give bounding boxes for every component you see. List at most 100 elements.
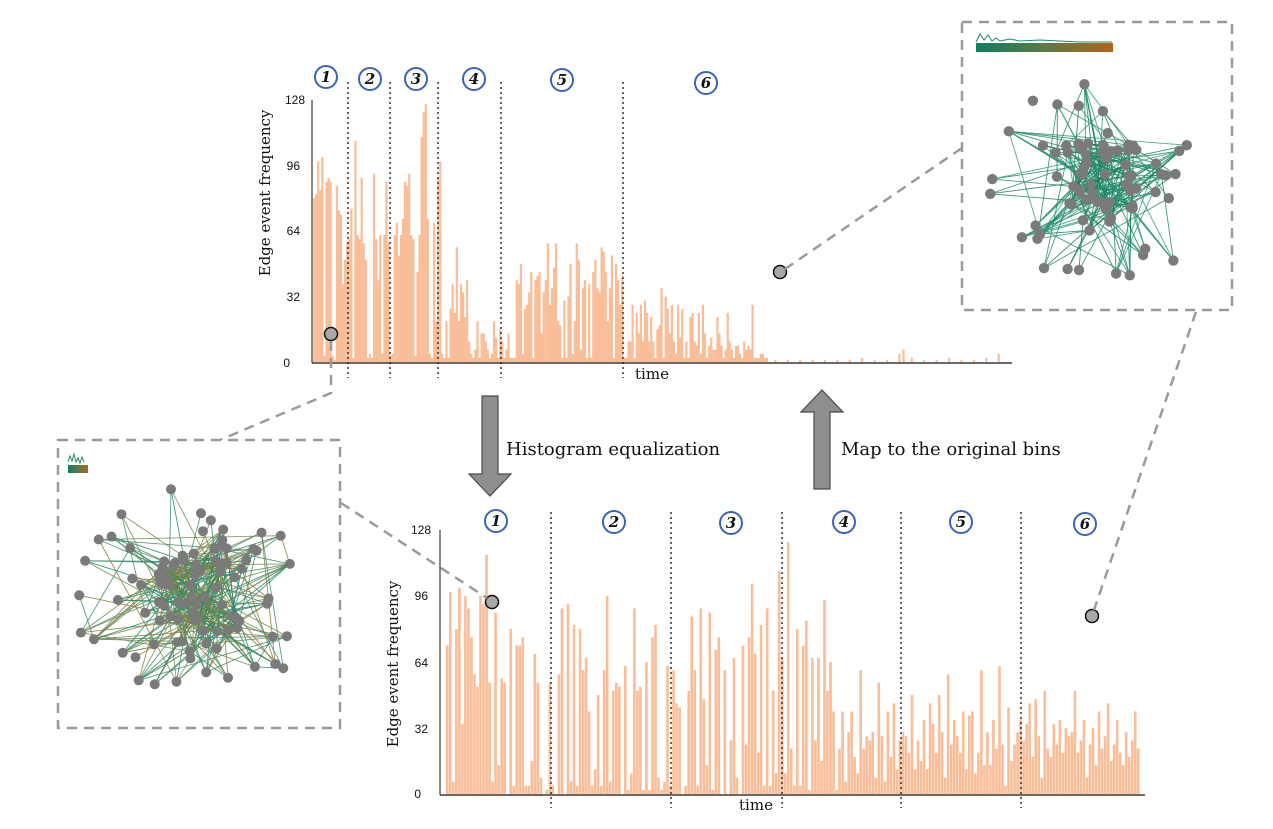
network-right-node bbox=[1034, 228, 1046, 240]
top-histogram-bar bbox=[557, 321, 560, 362]
top-histogram-bar bbox=[327, 177, 330, 362]
top-histogram-bar bbox=[422, 112, 425, 362]
top-histogram-bar bbox=[424, 104, 427, 362]
top-histogram-bar bbox=[625, 357, 628, 362]
bottom-histogram-bar bbox=[560, 608, 564, 795]
bottom-histogram-bar bbox=[964, 769, 968, 794]
top-histogram-bar bbox=[617, 280, 620, 363]
top-histogram-bar bbox=[540, 333, 543, 362]
network-right-node bbox=[1061, 140, 1072, 151]
network-right-edge bbox=[1110, 173, 1162, 219]
top-histogram-bar bbox=[743, 341, 746, 362]
bottom-histogram-bar bbox=[895, 769, 899, 794]
bottom-histogram-bar bbox=[717, 637, 721, 794]
bottom-histogram-bar bbox=[934, 752, 938, 794]
bottom-histogram-bar bbox=[1112, 744, 1116, 794]
bottom-histogram-bar bbox=[539, 777, 543, 794]
top-histogram-bar bbox=[749, 349, 752, 362]
top-histogram-bar bbox=[650, 316, 653, 362]
bottom-histogram-bar bbox=[841, 711, 844, 794]
bottom-histogram-bar bbox=[799, 785, 802, 794]
bottom-histogram-bar bbox=[986, 732, 989, 795]
network-right-edge bbox=[1008, 130, 1187, 146]
bottom-histogram-bar bbox=[1124, 732, 1128, 795]
top-histogram-bar bbox=[600, 247, 603, 363]
top-badge-4-label: 4 bbox=[469, 70, 479, 88]
top-histogram-bar bbox=[379, 235, 382, 362]
top-histogram-bar bbox=[542, 292, 545, 362]
bottom-histogram-bar bbox=[449, 591, 452, 795]
bottom-histogram-bar bbox=[940, 732, 944, 795]
bottom-histogram-bar bbox=[1058, 719, 1062, 794]
network-left-node bbox=[116, 509, 127, 520]
network-left-node bbox=[169, 557, 180, 568]
bottom-histogram-bar bbox=[802, 645, 805, 794]
network-right-edge bbox=[1160, 174, 1174, 261]
top-histogram-bar bbox=[668, 333, 671, 362]
top-histogram-bar bbox=[532, 357, 535, 362]
network-right-edge bbox=[1125, 150, 1180, 166]
connector-panel-to-bottom-right bbox=[1092, 311, 1198, 611]
top-histogram-bar bbox=[478, 357, 481, 362]
bottom-histogram-bar bbox=[992, 719, 995, 794]
top-histogram-bar bbox=[627, 341, 630, 362]
bottom-histogram-bar bbox=[977, 752, 980, 794]
bottom-histogram-bar bbox=[747, 637, 751, 794]
network-right-colorbar bbox=[975, 33, 1113, 52]
network-left-node bbox=[236, 563, 247, 574]
bottom-histogram-bar bbox=[693, 670, 697, 794]
bottom-histogram-bar bbox=[654, 624, 657, 795]
bottom-histogram-bar bbox=[572, 624, 576, 795]
top-histogram-bar bbox=[703, 333, 707, 362]
top-histogram-bar bbox=[412, 239, 415, 362]
top-histogram-bar bbox=[823, 359, 827, 362]
top-histogram-bar bbox=[387, 243, 390, 362]
top-histogram-bar bbox=[660, 288, 663, 362]
bottom-tick-128: 128 bbox=[411, 523, 431, 537]
top-histogram-bar bbox=[947, 357, 951, 362]
bottom-histogram-bar bbox=[666, 666, 669, 795]
network-left-edge bbox=[138, 635, 288, 681]
top-histogram-bar bbox=[517, 284, 520, 362]
bottom-histogram-bar bbox=[530, 761, 534, 794]
top-histogram-bar bbox=[757, 357, 760, 362]
bottom-histogram-bar bbox=[1076, 752, 1080, 794]
top-histogram-bar bbox=[364, 259, 367, 362]
top-histogram-bar bbox=[435, 321, 438, 362]
bottom-histogram-bar bbox=[708, 612, 712, 794]
bottom-histogram-bar bbox=[545, 789, 549, 795]
network-right-edge bbox=[1083, 84, 1104, 146]
network-right-edge bbox=[1037, 104, 1058, 239]
bottom-histogram-bar bbox=[1109, 761, 1113, 794]
network-left-node bbox=[229, 572, 240, 583]
network-right-edge bbox=[1102, 111, 1126, 165]
top-histogram-bar bbox=[641, 341, 645, 362]
top-histogram-bar bbox=[443, 357, 446, 362]
bottom-histogram-bar bbox=[503, 682, 506, 795]
bottom-histogram-bar bbox=[527, 785, 531, 794]
bottom-histogram-bar bbox=[925, 769, 929, 794]
bottom-badge-3: 3 bbox=[719, 511, 743, 535]
bottom-y-axis-label: Edge event frequency bbox=[384, 580, 402, 747]
network-left-node bbox=[186, 580, 197, 591]
bottom-histogram-bar bbox=[648, 789, 651, 795]
network-left-node bbox=[149, 639, 159, 650]
bottom-histogram-bar bbox=[1091, 728, 1095, 794]
network-right-edge bbox=[1135, 188, 1174, 261]
bottom-badge-4-label: 4 bbox=[839, 513, 849, 531]
top-histogram-bar bbox=[523, 308, 527, 362]
top-histogram-bar bbox=[348, 239, 351, 362]
network-right-node bbox=[1073, 138, 1084, 149]
bottom-histogram-bar bbox=[482, 604, 485, 794]
top-histogram-bar bbox=[321, 157, 324, 362]
top-x-axis-label: time bbox=[635, 365, 669, 383]
network-left-node bbox=[172, 613, 183, 624]
bottom-histogram-bar bbox=[1049, 756, 1053, 795]
top-sample-marker-left bbox=[323, 326, 339, 342]
bottom-histogram-bar bbox=[1010, 761, 1013, 794]
top-histogram-bar bbox=[455, 247, 458, 363]
top-histogram-bar bbox=[728, 341, 731, 362]
network-left-node bbox=[177, 636, 188, 647]
bottom-histogram-bar bbox=[675, 703, 678, 794]
